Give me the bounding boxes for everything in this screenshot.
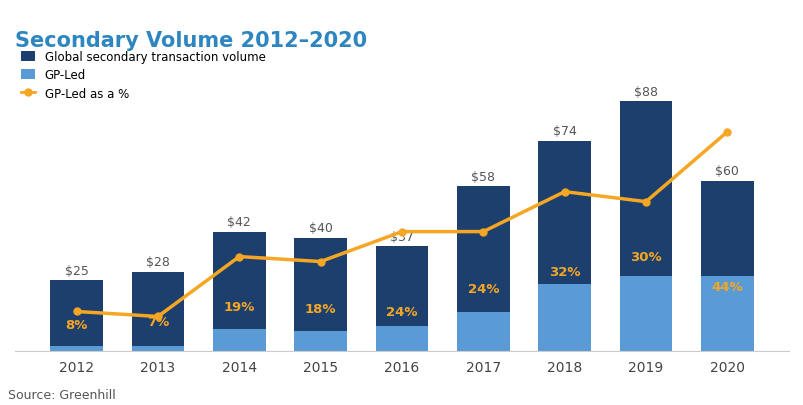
Text: $40: $40 [308,222,332,234]
Text: $25: $25 [64,264,88,277]
Text: $37: $37 [389,230,414,243]
Text: 8%: 8% [65,318,88,331]
Text: 32%: 32% [548,265,580,278]
Text: $42: $42 [227,216,251,229]
Bar [294,238,347,331]
Text: 24%: 24% [385,305,418,318]
Bar [700,181,753,277]
Bar [456,312,509,352]
Text: 44%: 44% [711,280,742,293]
Bar [294,331,347,352]
Bar [213,232,266,329]
Text: Secondary Volume 2012–2020: Secondary Volume 2012–2020 [15,31,367,51]
Text: 19%: 19% [223,300,255,313]
Bar [537,284,590,352]
Text: $74: $74 [552,125,576,138]
Text: 7%: 7% [147,315,169,328]
Bar [50,346,103,352]
Bar [619,102,671,277]
Bar [132,346,184,352]
Text: 24%: 24% [467,283,499,296]
Bar [132,272,184,346]
Text: $88: $88 [634,85,657,98]
Text: Source: Greenhill: Source: Greenhill [8,388,116,401]
Bar [619,277,671,352]
Text: 18%: 18% [304,302,336,315]
Bar [375,247,428,326]
Legend: Global secondary transaction volume, GP-Led, GP-Led as a %: Global secondary transaction volume, GP-… [21,51,265,100]
Text: $58: $58 [471,171,495,183]
Bar [375,326,428,352]
Bar [50,281,103,346]
Text: 30%: 30% [630,250,661,263]
Text: $28: $28 [146,256,169,269]
Bar [537,141,590,284]
Text: $60: $60 [715,165,739,178]
Bar [456,187,509,312]
Bar [700,277,753,352]
Bar [213,329,266,352]
